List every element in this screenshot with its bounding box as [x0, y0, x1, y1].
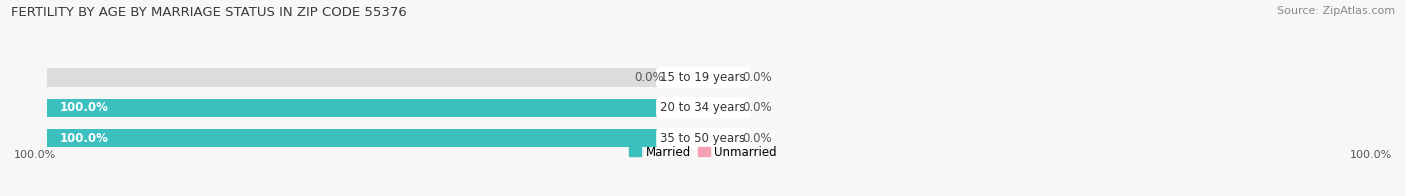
- Bar: [703, 129, 735, 147]
- Bar: [46, 99, 703, 117]
- Text: 0.0%: 0.0%: [634, 71, 664, 84]
- Text: Source: ZipAtlas.com: Source: ZipAtlas.com: [1277, 6, 1395, 16]
- Text: 100.0%: 100.0%: [1350, 150, 1392, 160]
- Text: 15 to 19 years: 15 to 19 years: [661, 71, 745, 84]
- Text: 100.0%: 100.0%: [60, 101, 108, 114]
- Legend: Married, Unmarried: Married, Unmarried: [624, 141, 782, 163]
- Bar: [46, 129, 703, 147]
- Text: 20 to 34 years: 20 to 34 years: [661, 101, 745, 114]
- Bar: [703, 99, 735, 117]
- Text: 0.0%: 0.0%: [742, 101, 772, 114]
- Bar: [46, 129, 703, 147]
- Text: 100.0%: 100.0%: [60, 132, 108, 144]
- Text: 100.0%: 100.0%: [14, 150, 56, 160]
- Bar: [46, 68, 703, 87]
- Bar: [703, 68, 735, 87]
- Text: 0.0%: 0.0%: [742, 132, 772, 144]
- Text: FERTILITY BY AGE BY MARRIAGE STATUS IN ZIP CODE 55376: FERTILITY BY AGE BY MARRIAGE STATUS IN Z…: [11, 6, 406, 19]
- Text: 0.0%: 0.0%: [742, 71, 772, 84]
- Text: 35 to 50 years: 35 to 50 years: [661, 132, 745, 144]
- Bar: [671, 68, 703, 87]
- Bar: [46, 99, 703, 117]
